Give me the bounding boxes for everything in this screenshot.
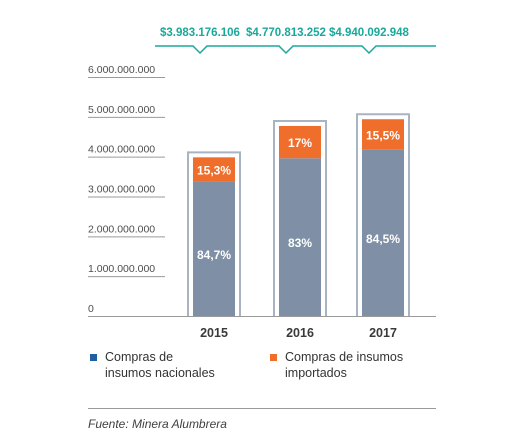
total-label: $3.983.176.106 xyxy=(160,27,240,39)
y-tick-label: 0 xyxy=(88,303,94,315)
data-label-nacionales: 84,7% xyxy=(197,248,231,262)
bar-segment-importados xyxy=(362,119,404,150)
y-tick-label: 4.000.000.000 xyxy=(88,144,155,156)
x-tick-label: 2015 xyxy=(200,326,228,340)
legend-label-nacionales: Compras de insumos nacionales xyxy=(105,349,215,381)
bar-segment-nacionales xyxy=(193,181,235,316)
x-tick-label: 2017 xyxy=(369,326,397,340)
y-tick-label: 5.000.000.000 xyxy=(88,104,155,116)
legend-label-importados: Compras de insumos importados xyxy=(285,349,403,381)
total-label: $4.770.813.252 xyxy=(246,27,326,39)
bar-segment-importados xyxy=(279,125,321,159)
legend-item-importados: Compras de insumos importados xyxy=(270,349,460,381)
legend-label-nacionales-line2: insumos nacionales xyxy=(105,366,215,380)
data-label-importados: 15,5% xyxy=(366,128,400,142)
legend-swatch-importados xyxy=(270,354,277,361)
data-label-nacionales: 83% xyxy=(288,236,312,250)
total-label: $4.940.092.948 xyxy=(329,27,410,39)
bar-outline xyxy=(273,119,327,316)
total-callout-line xyxy=(155,45,436,55)
data-label-nacionales: 84,5% xyxy=(366,232,400,246)
legend-label-importados-line1: Compras de insumos xyxy=(285,350,404,364)
y-tick-label: 2.000.000.000 xyxy=(88,223,155,235)
stacked-bar-chart: 0 1.000.000.000 2.000.000.000 3.000.000.000… xyxy=(88,27,436,340)
y-tick-label: 1.000.000.000 xyxy=(88,263,155,275)
data-label-importados: 15,3% xyxy=(197,163,231,177)
bar-segment-nacionales xyxy=(362,149,404,316)
source-divider xyxy=(88,408,436,409)
legend-label-importados-line2: importados xyxy=(285,366,347,380)
bar-outline xyxy=(356,113,410,316)
bar-segment-importados xyxy=(193,157,235,182)
y-tick-label: 3.000.000.000 xyxy=(88,184,155,196)
y-tick-label: 6.000.000.000 xyxy=(88,64,155,76)
bar-outline xyxy=(187,151,241,316)
source-note: Fuente: Minera Alumbrera xyxy=(88,417,227,431)
bar-segment-nacionales xyxy=(279,158,321,316)
x-tick-label: 2016 xyxy=(286,326,314,340)
legend-item-nacionales: Compras de insumos nacionales xyxy=(90,349,260,381)
legend-label-nacionales-line1: Compras de xyxy=(105,350,174,364)
legend: Compras de insumos nacionales Compras de… xyxy=(90,349,470,389)
legend-swatch-nacionales xyxy=(90,354,97,361)
data-label-importados: 17% xyxy=(288,136,312,150)
